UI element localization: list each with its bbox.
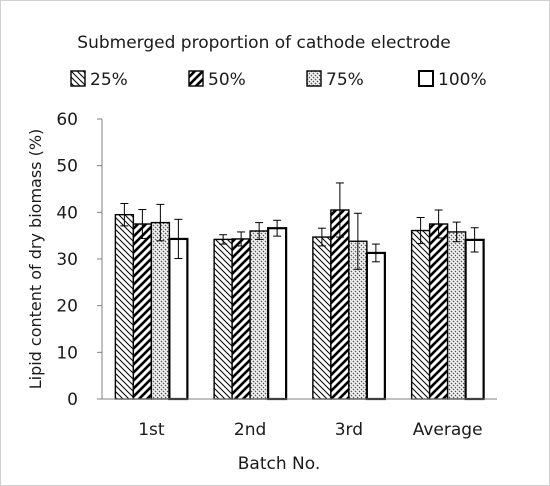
y-tick-label: 60 [56,110,78,130]
error-bars-layer [120,182,479,270]
bar-1st-50pct [132,223,153,400]
bar-2nd-100pct [267,227,288,401]
x-tick-label: 3rd [335,420,363,440]
y-tick-label: 30 [56,250,78,270]
bars-layer [114,209,485,401]
legend-label: 100% [438,70,487,90]
legend-swatch-75pct [306,70,322,87]
bar-1st-25pct [114,213,135,400]
y-tick-label: 40 [56,203,78,223]
y-tick-label: 20 [56,297,78,317]
x-tick-label: Average [413,420,483,440]
legend-label: 25% [90,70,128,90]
bar-1st-100pct [168,237,189,401]
bar-average-25pct [410,229,431,400]
x-ticks: 1st 2nd 3rd Average [138,420,482,440]
x-axis-label: Batch No. [238,454,321,474]
x-tick-label: 1st [138,420,165,440]
x-tick-label: 2nd [234,420,266,440]
bar-3rd-100pct [365,251,386,401]
legend-swatch-50pct [188,70,204,87]
legend: 25% 50% 75% 100% [70,70,487,90]
chart-title: Submerged proportion of cathode electrod… [77,33,450,53]
bar-3rd-25pct [312,236,332,400]
bar-1st-75pct [150,221,171,400]
legend-swatch-100pct [418,70,434,87]
legend-swatch-25pct [70,70,86,87]
bar-2nd-50pct [231,238,251,400]
y-tick-label: 10 [56,343,78,363]
bar-3rd-50pct [330,209,350,400]
legend-label: 50% [208,70,246,90]
bar-average-50pct [428,223,449,400]
y-axis-label: Lipid content of dry biomass (%) [26,129,45,390]
bar-2nd-25pct [213,238,233,400]
bar-average-100pct [464,238,485,401]
y-tick-label: 0 [67,390,78,410]
y-ticks: 0 10 20 30 40 50 60 [56,110,102,410]
y-tick-label: 50 [56,157,78,177]
bar-average-75pct [446,231,467,400]
bar-2nd-75pct [249,230,269,400]
legend-label: 75% [326,70,364,90]
